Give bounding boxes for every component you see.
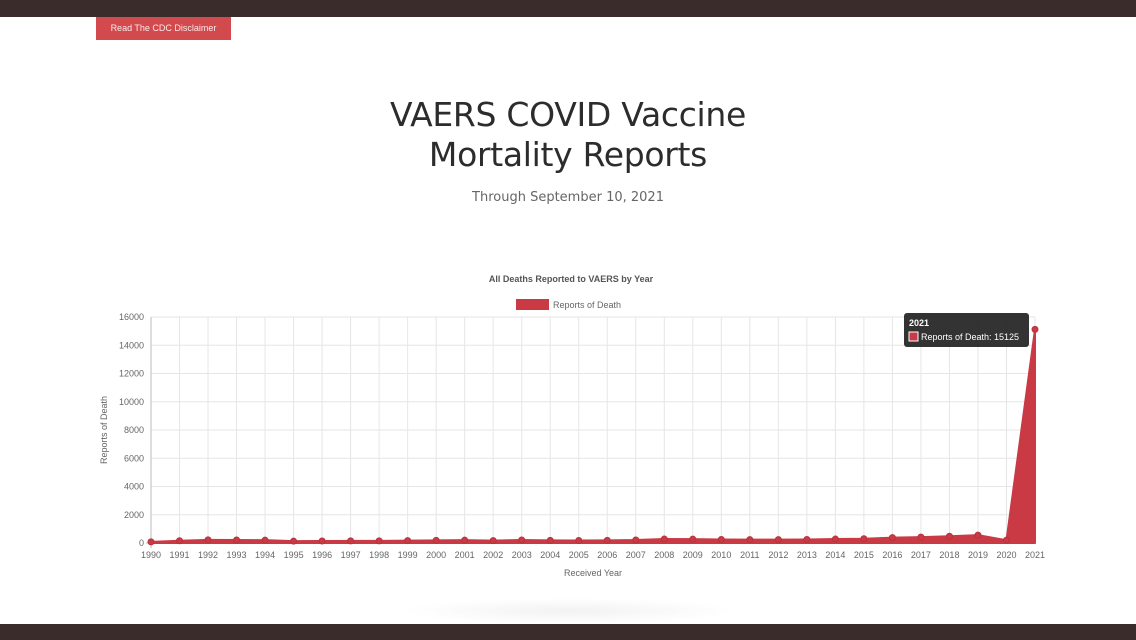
data-point-2003[interactable] — [518, 536, 526, 544]
page-title: VAERS COVID Vaccine Mortality Reports — [268, 95, 868, 175]
data-point-1991[interactable] — [176, 537, 184, 545]
deaths-by-year-chart: All Deaths Reported to VAERS by Year Rep… — [99, 274, 1045, 578]
data-point-2020[interactable] — [1002, 536, 1010, 544]
x-tick-label: 1998 — [369, 550, 389, 560]
data-point-2000[interactable] — [432, 536, 440, 544]
data-point-2008[interactable] — [660, 535, 668, 543]
x-tick-label: 2004 — [540, 550, 560, 560]
x-tick-label: 1999 — [398, 550, 418, 560]
x-tick-label: 2017 — [911, 550, 931, 560]
x-tick-label: 2008 — [654, 550, 674, 560]
tooltip-title: 2021 — [909, 318, 929, 328]
data-point-2018[interactable] — [945, 532, 953, 540]
x-tick-label: 1997 — [341, 550, 361, 560]
x-tick-label: 2014 — [825, 550, 845, 560]
y-tick-label: 0 — [139, 538, 144, 548]
tooltip-label: Reports of Death: 15125 — [921, 332, 1019, 342]
y-tick-label: 2000 — [124, 510, 144, 520]
top-bar — [0, 0, 1136, 17]
x-tick-label: 2005 — [569, 550, 589, 560]
x-tick-label: 1991 — [170, 550, 190, 560]
data-point-1999[interactable] — [404, 537, 412, 545]
data-point-1990[interactable] — [147, 538, 155, 546]
x-tick-label: 2021 — [1025, 550, 1045, 560]
x-tick-label: 2020 — [996, 550, 1016, 560]
legend-swatch[interactable] — [516, 299, 549, 310]
data-point-1998[interactable] — [375, 537, 383, 545]
data-point-1997[interactable] — [347, 537, 355, 545]
data-point-2015[interactable] — [860, 535, 868, 543]
data-point-2017[interactable] — [917, 533, 925, 541]
chart-tooltip: 2021 Reports of Death: 15125 — [904, 313, 1029, 347]
cdc-disclaimer-button[interactable]: Read The CDC Disclaimer — [96, 17, 231, 40]
x-tick-label: 2013 — [797, 550, 817, 560]
x-tick-label: 2016 — [882, 550, 902, 560]
data-point-2019[interactable] — [974, 531, 982, 539]
tooltip-box — [904, 313, 1029, 347]
tooltip-swatch — [908, 331, 919, 342]
y-axis-label: Reports of Death — [99, 396, 109, 464]
data-point-2010[interactable] — [717, 535, 725, 543]
x-tick-label: 1996 — [312, 550, 332, 560]
data-point-2016[interactable] — [888, 534, 896, 542]
data-point-2007[interactable] — [632, 536, 640, 544]
x-tick-label: 2011 — [740, 550, 759, 560]
data-point-2012[interactable] — [774, 536, 782, 544]
data-point-2021[interactable] — [1031, 325, 1039, 333]
x-tick-label: 2007 — [626, 550, 646, 560]
page-subtitle: Through September 10, 2021 — [472, 190, 664, 205]
bottom-bar — [0, 624, 1136, 640]
data-point-1994[interactable] — [261, 536, 269, 544]
x-tick-label: 2009 — [683, 550, 703, 560]
x-tick-label: 2012 — [768, 550, 788, 560]
x-tick-label: 1990 — [141, 550, 161, 560]
legend-label[interactable]: Reports of Death — [553, 300, 621, 310]
data-point-2014[interactable] — [831, 535, 839, 543]
data-point-2013[interactable] — [803, 535, 811, 543]
x-axis-label: Received Year — [564, 568, 622, 578]
chart-title: All Deaths Reported to VAERS by Year — [489, 274, 654, 284]
data-point-2004[interactable] — [546, 536, 554, 544]
x-tick-label: 1995 — [284, 550, 304, 560]
x-tick-label: 2006 — [597, 550, 617, 560]
x-tick-label: 2003 — [512, 550, 532, 560]
x-tick-label: 2002 — [483, 550, 503, 560]
data-point-2009[interactable] — [689, 535, 697, 543]
x-tick-label: 2018 — [939, 550, 959, 560]
x-tick-label: 1993 — [227, 550, 247, 560]
page-title-line1: VAERS COVID Vaccine — [389, 95, 747, 134]
page-title-line2: Mortality Reports — [428, 135, 708, 174]
data-point-2006[interactable] — [603, 536, 611, 544]
x-tick-label: 2000 — [426, 550, 446, 560]
x-tick-label: 2010 — [711, 550, 731, 560]
y-tick-label: 6000 — [124, 453, 144, 463]
x-tick-label: 2001 — [455, 550, 475, 560]
y-tick-label: 14000 — [119, 340, 144, 350]
x-tick-label: 2019 — [968, 550, 988, 560]
data-point-2002[interactable] — [489, 537, 497, 545]
y-tick-label: 8000 — [124, 425, 144, 435]
y-tick-label: 4000 — [124, 482, 144, 492]
x-tick-label: 2015 — [854, 550, 874, 560]
data-point-1992[interactable] — [204, 536, 212, 544]
data-point-1993[interactable] — [233, 536, 241, 544]
y-tick-label: 10000 — [119, 397, 144, 407]
y-tick-label: 12000 — [119, 369, 144, 379]
x-tick-label: 1992 — [198, 550, 218, 560]
data-point-2005[interactable] — [575, 536, 583, 544]
x-tick-label: 1994 — [255, 550, 275, 560]
data-point-2011[interactable] — [746, 536, 754, 544]
data-point-2001[interactable] — [461, 536, 469, 544]
y-tick-label: 16000 — [119, 312, 144, 322]
data-point-1996[interactable] — [318, 537, 326, 545]
data-point-1995[interactable] — [290, 537, 298, 545]
series-area-reports-of-death — [150, 328, 1036, 544]
decorative-shadow — [400, 598, 740, 624]
